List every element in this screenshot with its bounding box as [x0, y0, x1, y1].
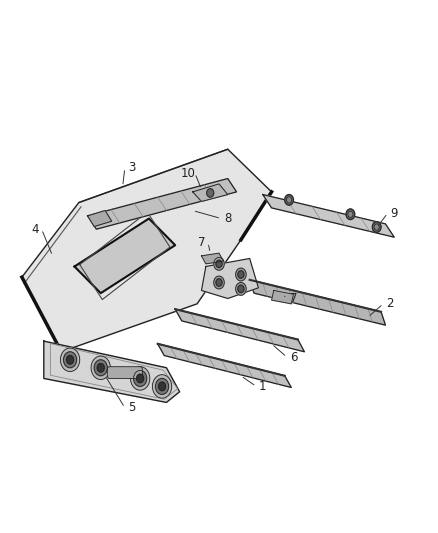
Circle shape [94, 360, 107, 376]
Circle shape [374, 224, 379, 230]
Circle shape [214, 276, 224, 289]
Text: 8: 8 [224, 212, 231, 225]
FancyBboxPatch shape [107, 367, 142, 378]
Text: 5: 5 [128, 401, 135, 414]
Circle shape [134, 370, 147, 386]
Polygon shape [272, 290, 293, 304]
Circle shape [91, 356, 110, 379]
Circle shape [207, 189, 214, 197]
Circle shape [236, 282, 246, 295]
Text: 4: 4 [31, 223, 39, 236]
Circle shape [159, 382, 166, 391]
Polygon shape [175, 309, 304, 352]
Circle shape [60, 348, 80, 372]
Text: 6: 6 [290, 351, 297, 364]
Circle shape [137, 374, 144, 383]
Polygon shape [193, 184, 228, 201]
Circle shape [97, 364, 104, 372]
Polygon shape [201, 253, 223, 264]
Circle shape [131, 367, 150, 390]
Circle shape [348, 211, 353, 217]
Polygon shape [22, 149, 272, 352]
Circle shape [152, 375, 172, 398]
Polygon shape [44, 341, 180, 402]
Polygon shape [88, 179, 237, 229]
Polygon shape [201, 259, 258, 298]
Circle shape [64, 352, 77, 368]
Text: 10: 10 [181, 167, 196, 180]
Text: 7: 7 [290, 292, 297, 305]
Circle shape [236, 268, 246, 281]
Polygon shape [88, 211, 112, 227]
Circle shape [67, 356, 74, 364]
Text: 3: 3 [128, 161, 135, 174]
Polygon shape [263, 195, 394, 237]
Polygon shape [74, 219, 175, 293]
Text: 2: 2 [386, 297, 394, 310]
Circle shape [216, 279, 222, 286]
Text: 9: 9 [390, 207, 398, 220]
Circle shape [238, 271, 244, 278]
Text: 7: 7 [198, 236, 205, 249]
Polygon shape [158, 344, 291, 387]
Circle shape [346, 209, 355, 220]
Circle shape [286, 197, 292, 203]
Circle shape [372, 222, 381, 232]
Text: 1: 1 [259, 380, 267, 393]
Circle shape [285, 195, 293, 205]
Circle shape [216, 260, 222, 268]
Circle shape [155, 378, 169, 394]
Polygon shape [250, 280, 385, 325]
Circle shape [214, 257, 224, 270]
Circle shape [238, 285, 244, 293]
